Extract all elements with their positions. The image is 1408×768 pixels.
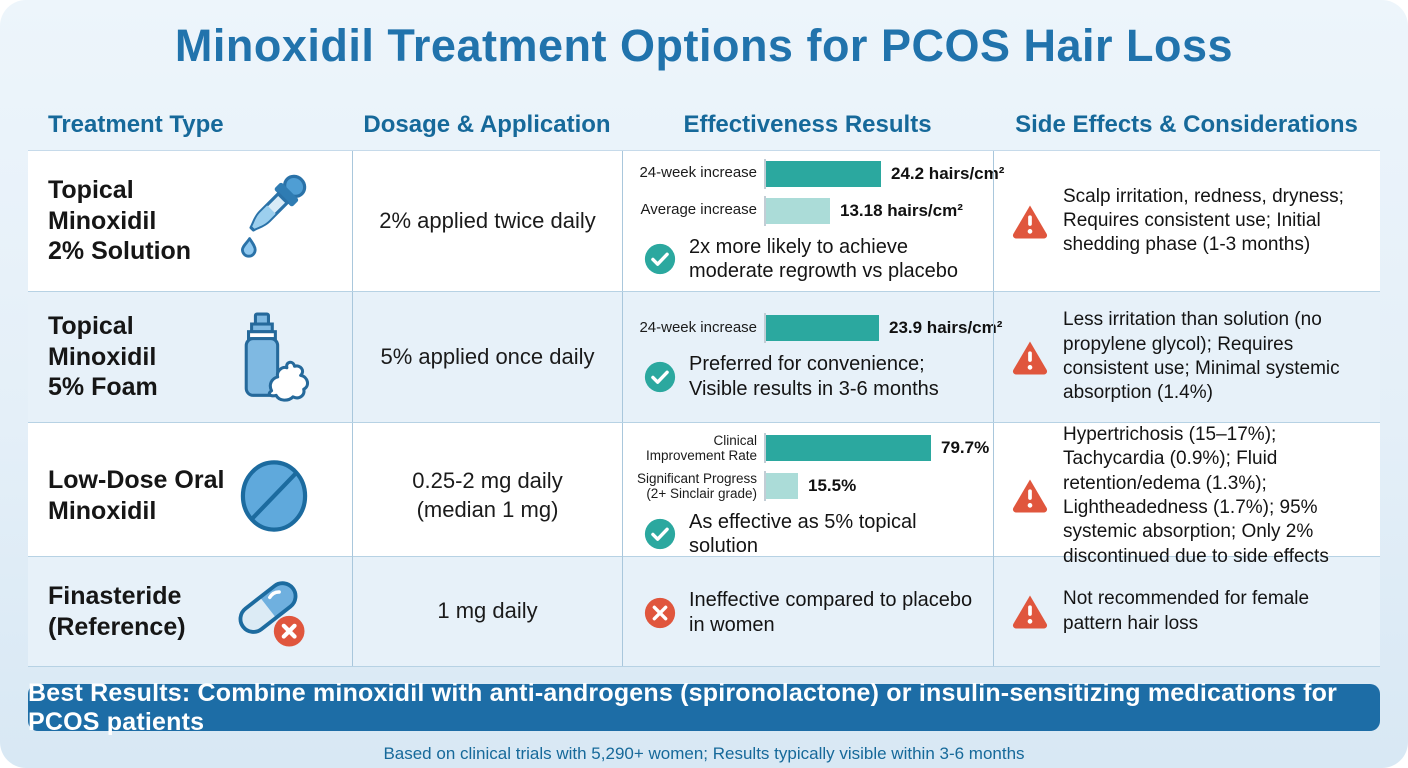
page-title: Minoxidil Treatment Options for PCOS Hai… xyxy=(174,20,1234,71)
bar-value: 23.9 hairs/cm² xyxy=(889,318,1003,338)
footnote-text: Based on clinical trials with 5,290+ wom… xyxy=(383,744,1025,763)
table-row: Topical Minoxidil 2% Solution 2% applied… xyxy=(28,151,1380,291)
bar-label: Average increase xyxy=(640,201,757,219)
table-row: Low-Dose Oral Minoxidil 0.25-2 mg daily … xyxy=(28,422,1380,569)
dosage-text: 1 mg daily xyxy=(352,557,622,666)
bar-label: 24-week increase xyxy=(639,164,757,182)
bar-row: Average increase 13.18 hairs/cm² xyxy=(627,195,987,226)
bar xyxy=(766,435,931,462)
foam-bottle-icon xyxy=(244,312,310,402)
treatment-name: Topical Minoxidil 2% Solution xyxy=(48,176,192,266)
side-effects-text: Scalp irritation, redness, dryness; Requ… xyxy=(1063,185,1344,256)
bar xyxy=(766,472,798,499)
bar-row: Clinical Improvement Rate 79.7% xyxy=(627,433,990,464)
dosage-text: 2% applied twice daily xyxy=(352,151,622,291)
bar-value: 13.18 hairs/cm² xyxy=(840,200,963,220)
bar-label: 24-week increase xyxy=(639,318,757,336)
note-text: 2x more likely to achieve moderate regro… xyxy=(689,235,959,282)
bar-row: Significant Progress (2+ Sinclair grade)… xyxy=(627,471,987,501)
column-header-side-effects: Side Effects & Considerations xyxy=(1015,111,1358,138)
capsule-icon xyxy=(238,580,305,646)
bar-label: Clinical Improvement Rate xyxy=(645,433,757,464)
bar-row: 24-week increase 24.2 hairs/cm² xyxy=(627,158,1004,189)
table-body: Topical Minoxidil 2% Solution 2% applied… xyxy=(28,150,1380,667)
column-header-effectiveness: Effectiveness Results xyxy=(683,111,932,138)
note-text: As effective as 5% topical solution xyxy=(689,510,917,558)
check-icon xyxy=(644,519,676,550)
bar xyxy=(766,315,879,342)
warning-icon xyxy=(1012,595,1048,629)
check-icon xyxy=(644,243,676,275)
dosage-text: 5% applied once daily xyxy=(352,292,622,422)
bar-value: 24.2 hairs/cm² xyxy=(891,163,1005,183)
side-effects-text: Hypertrichosis (15–17%); Tachycardia (0.… xyxy=(1063,424,1329,567)
check-icon xyxy=(644,361,676,392)
bar-row: 24-week increase 23.9 hairs/cm² xyxy=(627,313,1002,344)
side-effects-text: Less irritation than solution (no propyl… xyxy=(1063,309,1340,404)
column-header-treatment-type: Treatment Type xyxy=(48,111,224,138)
bar xyxy=(766,197,830,224)
dropper-icon xyxy=(241,174,307,258)
best-results-banner: Best Results: Combine minoxidil with ant… xyxy=(28,679,1380,736)
side-effects-text: Not recommended for female pattern hair … xyxy=(1063,588,1310,634)
cross-icon xyxy=(644,597,676,628)
treatment-name: Finasteride (Reference) xyxy=(48,582,186,641)
pill-icon xyxy=(240,460,308,532)
bar xyxy=(766,160,881,187)
column-header-dosage: Dosage & Application xyxy=(363,111,611,138)
table-row: Finasteride (Reference) 1 mg daily xyxy=(28,556,1380,666)
warning-icon xyxy=(1012,479,1048,513)
note-text: Ineffective compared to placebo in women xyxy=(689,589,973,636)
bar-label: Significant Progress (2+ Sinclair grade) xyxy=(636,470,757,501)
treatment-name: Topical Minoxidil 5% Foam xyxy=(48,312,158,402)
warning-icon xyxy=(1012,340,1048,374)
dosage-text: 0.25-2 mg daily (median 1 mg) xyxy=(352,423,622,569)
treatment-name: Low-Dose Oral Minoxidil xyxy=(48,466,225,525)
bar-value: 79.7% xyxy=(941,438,990,458)
bar-value: 15.5% xyxy=(808,475,857,495)
table-header-row: Treatment Type Dosage & Application Effe… xyxy=(28,100,1380,150)
note-text: Preferred for convenience; Visible resul… xyxy=(689,353,939,400)
warning-icon xyxy=(1012,204,1048,238)
table-row: Topical Minoxidil 5% Foam 5% applied onc… xyxy=(28,291,1380,422)
